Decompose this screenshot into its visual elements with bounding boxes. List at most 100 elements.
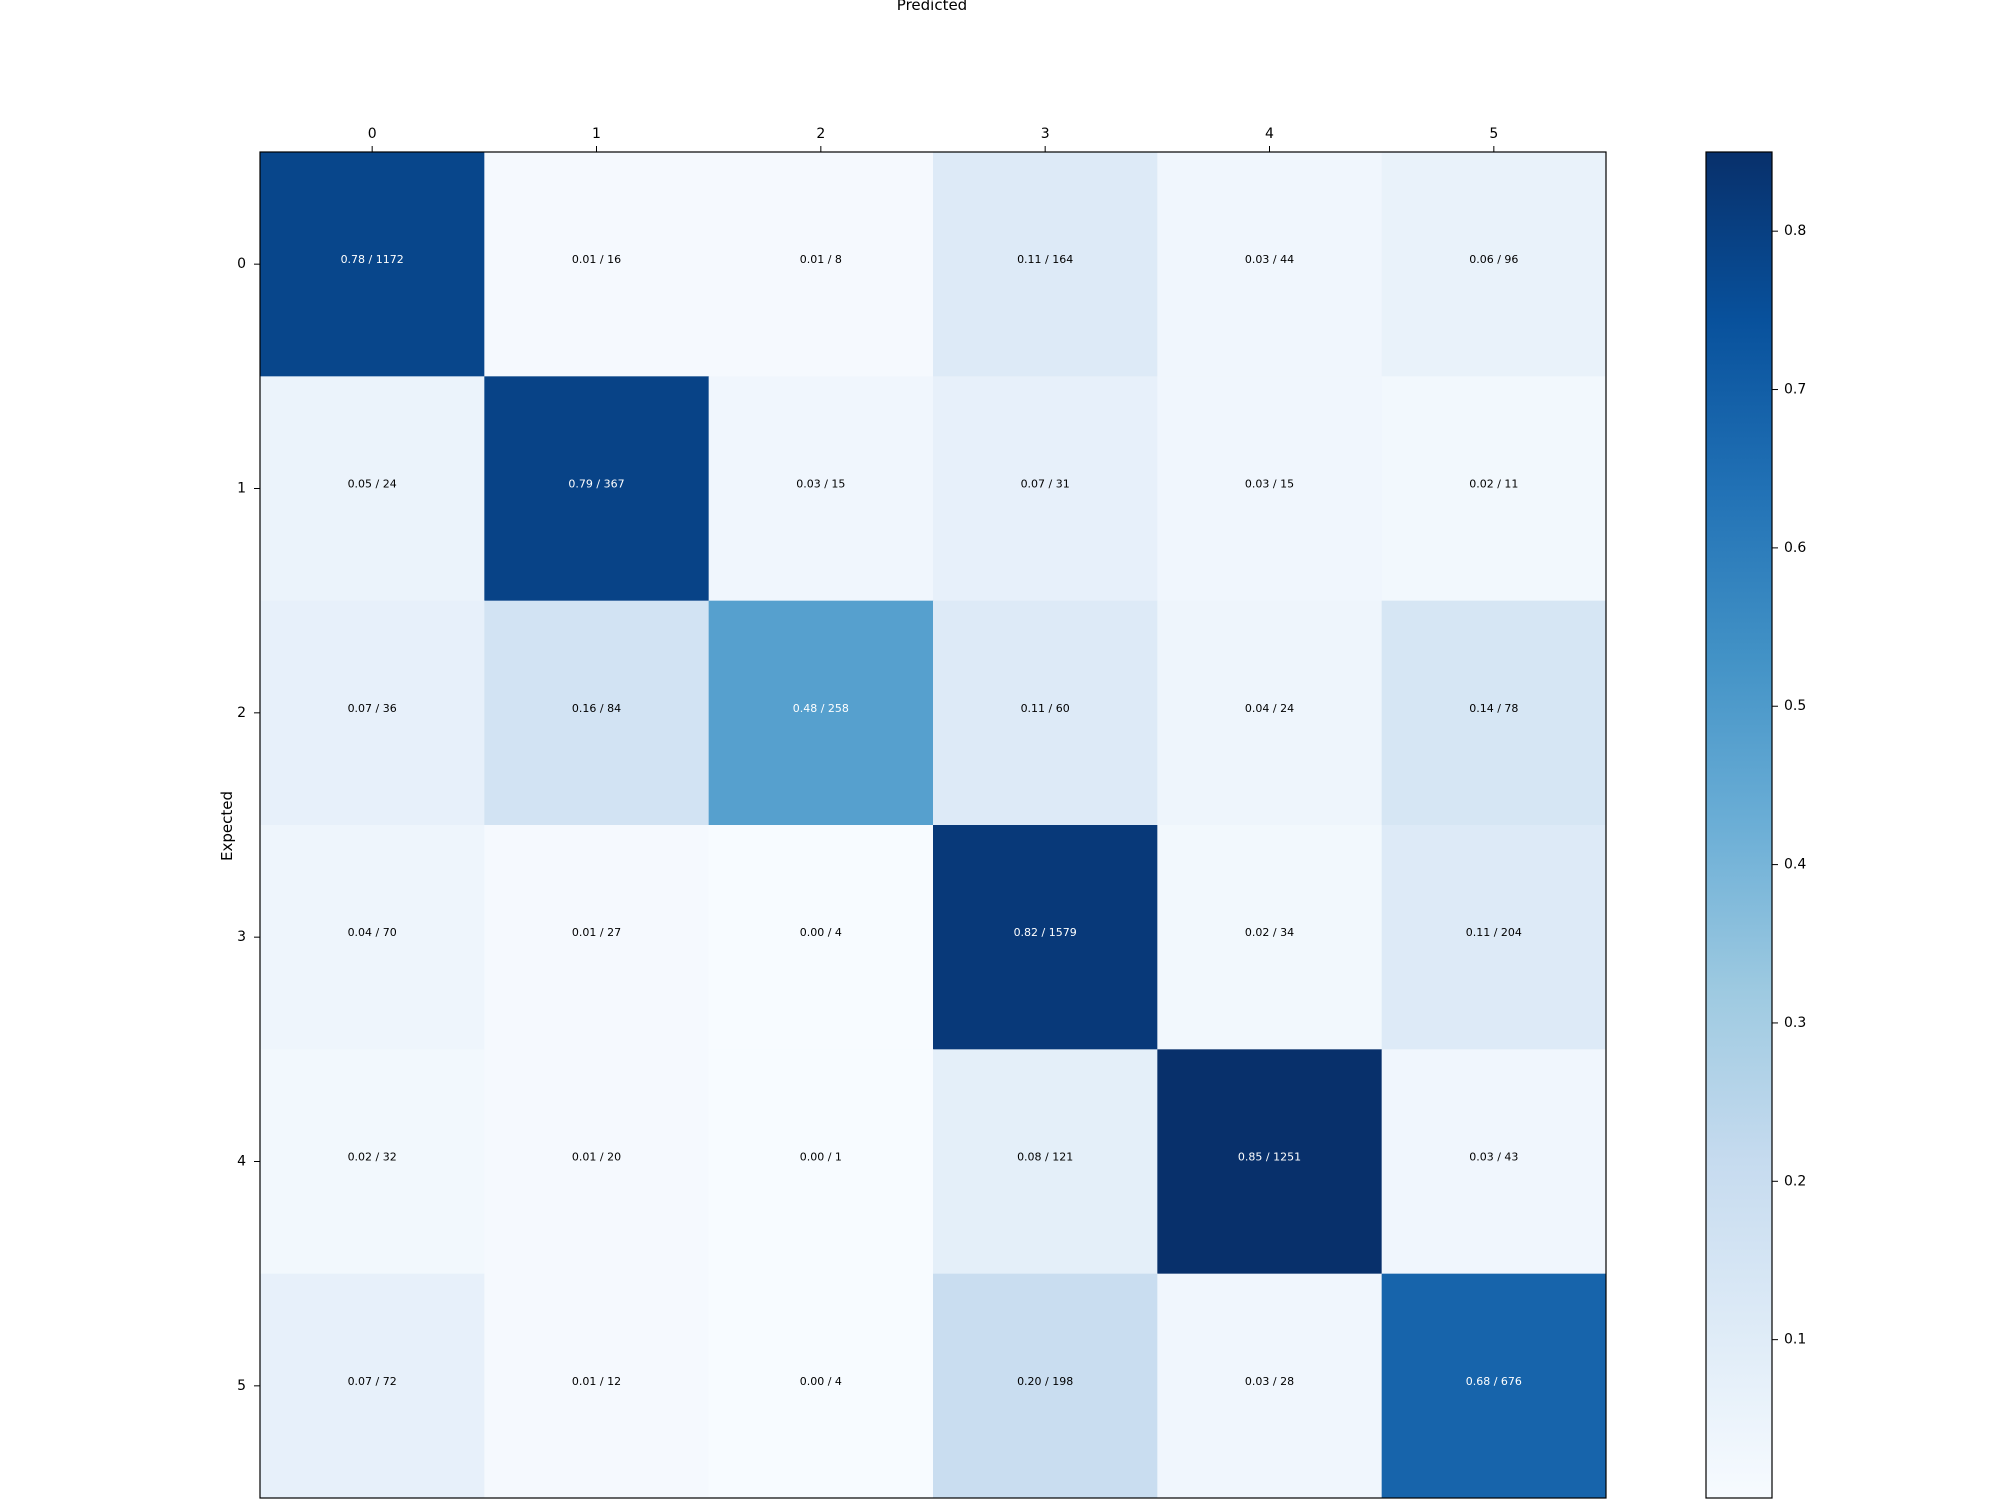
y-axis-ticks: 0 1 2 3 4 5 bbox=[237, 256, 260, 1394]
cell-label-r2-c0: 0.07 / 36 bbox=[348, 702, 397, 715]
plot-frame bbox=[259, 151, 1607, 1499]
cell-label-r3-c3: 0.82 / 1579 bbox=[1014, 926, 1077, 939]
cell-label-r4-c2: 0.00 / 1 bbox=[800, 1151, 842, 1164]
heatmap-cell-r3-c1 bbox=[484, 825, 710, 1050]
heatmap-cell-r2-c0 bbox=[260, 600, 485, 826]
colorbar-tick-label-5: 0.6 bbox=[1784, 540, 1806, 556]
heatmap-cell-r5-c3 bbox=[933, 1273, 1158, 1499]
y-axis-title: Expected bbox=[218, 791, 236, 861]
colorbar-tick-label-1: 0.2 bbox=[1784, 1173, 1806, 1189]
cell-label-r4-c0: 0.02 / 32 bbox=[348, 1151, 397, 1164]
heatmap-cell-r0-c3 bbox=[933, 152, 1158, 377]
heatmap-cell-r5-c1 bbox=[484, 1273, 710, 1499]
heatmap-cell-r3-c4 bbox=[1157, 825, 1383, 1050]
heatmap-cell-r1-c2 bbox=[708, 376, 934, 602]
cell-label-r4-c5: 0.03 / 43 bbox=[1469, 1151, 1518, 1164]
cell-label-r2-c4: 0.04 / 24 bbox=[1245, 702, 1294, 715]
x-axis-ticks: 0 1 2 3 4 5 bbox=[368, 126, 1498, 152]
cell-label-r5-c2: 0.00 / 4 bbox=[800, 1375, 842, 1388]
heatmap-cell-r2-c3 bbox=[933, 600, 1158, 826]
cell-label-r3-c1: 0.01 / 27 bbox=[572, 926, 621, 939]
heatmap-cell-r0-c0 bbox=[260, 152, 485, 377]
cell-label-r2-c3: 0.11 / 60 bbox=[1021, 702, 1070, 715]
heatmap-cell-r5-c0 bbox=[260, 1273, 485, 1499]
cell-label-r1-c2: 0.03 / 15 bbox=[796, 478, 845, 491]
heatmap-cell-r4-c4 bbox=[1157, 1049, 1383, 1275]
x-tick-label-2: 2 bbox=[816, 126, 825, 142]
cell-label-r0-c2: 0.01 / 8 bbox=[800, 253, 842, 266]
cell-label-r3-c4: 0.02 / 34 bbox=[1245, 926, 1294, 939]
heatmap-cell-r0-c4 bbox=[1157, 152, 1383, 377]
cell-label-r0-c4: 0.03 / 44 bbox=[1245, 253, 1294, 266]
x-axis-title: Predicted bbox=[897, 0, 967, 14]
colorbar-tick-label-2: 0.3 bbox=[1784, 1015, 1806, 1031]
cell-label-r4-c1: 0.01 / 20 bbox=[572, 1151, 621, 1164]
colorbar bbox=[1705, 151, 1773, 1499]
x-tick-label-3: 3 bbox=[1041, 126, 1050, 142]
heatmap-cell-r2-c2 bbox=[708, 600, 934, 826]
heatmap-cell-r4-c5 bbox=[1381, 1049, 1607, 1275]
heatmap-cell-r0-c1 bbox=[484, 152, 710, 377]
heatmap-cell-r2-c1 bbox=[484, 600, 710, 826]
heatmap-cell-r3-c0 bbox=[260, 825, 485, 1050]
cell-label-r2-c5: 0.14 / 78 bbox=[1469, 702, 1518, 715]
colorbar-tick-label-7: 0.8 bbox=[1784, 223, 1806, 239]
cell-label-r1-c0: 0.05 / 24 bbox=[348, 478, 397, 491]
cell-label-r5-c5: 0.68 / 676 bbox=[1466, 1375, 1522, 1388]
heatmap-cell-r4-c2 bbox=[708, 1049, 934, 1275]
colorbar-tick-label-3: 0.4 bbox=[1784, 857, 1806, 873]
cell-label-r5-c4: 0.03 / 28 bbox=[1245, 1375, 1294, 1388]
cell-label-r2-c1: 0.16 / 84 bbox=[572, 702, 621, 715]
cell-label-r2-c2: 0.48 / 258 bbox=[793, 702, 849, 715]
heatmap-cell-r3-c5 bbox=[1381, 825, 1607, 1050]
heatmap-cell-r3-c3 bbox=[933, 825, 1158, 1050]
y-tick-label-2: 2 bbox=[237, 705, 246, 721]
y-tick-label-3: 3 bbox=[237, 929, 246, 945]
y-tick-label-4: 4 bbox=[237, 1154, 246, 1170]
cell-label-r0-c3: 0.11 / 164 bbox=[1017, 253, 1073, 266]
cell-label-r3-c2: 0.00 / 4 bbox=[800, 926, 842, 939]
cell-label-r5-c0: 0.07 / 72 bbox=[348, 1375, 397, 1388]
cell-label-r1-c1: 0.79 / 367 bbox=[568, 478, 624, 491]
heatmap-cell-r5-c2 bbox=[708, 1273, 934, 1499]
y-tick-label-5: 5 bbox=[237, 1378, 246, 1394]
heatmap-cell-r5-c4 bbox=[1157, 1273, 1383, 1499]
x-tick-label-1: 1 bbox=[592, 126, 601, 142]
x-tick-label-4: 4 bbox=[1265, 126, 1274, 142]
heatmap-cell-r4-c1 bbox=[484, 1049, 710, 1275]
y-tick-label-1: 1 bbox=[237, 481, 246, 497]
heatmap-cell-r5-c5 bbox=[1381, 1273, 1607, 1499]
heatmap-cell-r0-c5 bbox=[1381, 152, 1607, 377]
cell-label-r4-c3: 0.08 / 121 bbox=[1017, 1151, 1073, 1164]
heatmap-cell-r1-c3 bbox=[933, 376, 1158, 602]
heatmap-cell-r1-c1 bbox=[484, 376, 710, 602]
heatmap-cell-r2-c4 bbox=[1157, 600, 1383, 826]
heatmap-cell-r2-c5 bbox=[1381, 600, 1607, 826]
heatmap-cell-r4-c3 bbox=[933, 1049, 1158, 1275]
colorbar-tick-label-4: 0.5 bbox=[1784, 698, 1806, 714]
heatmap-cell-r0-c2 bbox=[708, 152, 934, 377]
cell-label-r1-c5: 0.02 / 11 bbox=[1469, 478, 1518, 491]
heatmap-cell-r1-c4 bbox=[1157, 376, 1383, 602]
heatmap-cell-r4-c0 bbox=[260, 1049, 485, 1275]
cell-label-r1-c3: 0.07 / 31 bbox=[1021, 478, 1070, 491]
heatmap-cells bbox=[260, 152, 1607, 1499]
cell-label-r0-c1: 0.01 / 16 bbox=[572, 253, 621, 266]
heatmap-cell-r1-c5 bbox=[1381, 376, 1607, 602]
colorbar-tick-label-0: 0.1 bbox=[1784, 1332, 1806, 1348]
cell-label-r0-c0: 0.78 / 1172 bbox=[341, 253, 404, 266]
x-tick-label-0: 0 bbox=[368, 126, 377, 142]
heatmap-cell-r3-c2 bbox=[708, 825, 934, 1050]
colorbar-ticks: 0.1 0.2 0.3 0.4 0.5 0.6 0.7 0.8 bbox=[1772, 223, 1806, 1348]
cell-label-r0-c5: 0.06 / 96 bbox=[1469, 253, 1518, 266]
cell-label-r3-c0: 0.04 / 70 bbox=[348, 926, 397, 939]
cell-label-r5-c1: 0.01 / 12 bbox=[572, 1375, 621, 1388]
cell-label-r5-c3: 0.20 / 198 bbox=[1017, 1375, 1073, 1388]
cell-label-r3-c5: 0.11 / 204 bbox=[1466, 926, 1522, 939]
heatmap-cell-labels: 0.78 / 1172 0.01 / 16 0.01 / 8 0.11 / 164 0.… bbox=[341, 253, 1522, 1388]
y-tick-label-0: 0 bbox=[237, 256, 246, 272]
x-tick-label-5: 5 bbox=[1489, 126, 1498, 142]
cell-label-r4-c4: 0.85 / 1251 bbox=[1238, 1151, 1301, 1164]
cell-label-r1-c4: 0.03 / 15 bbox=[1245, 478, 1294, 491]
